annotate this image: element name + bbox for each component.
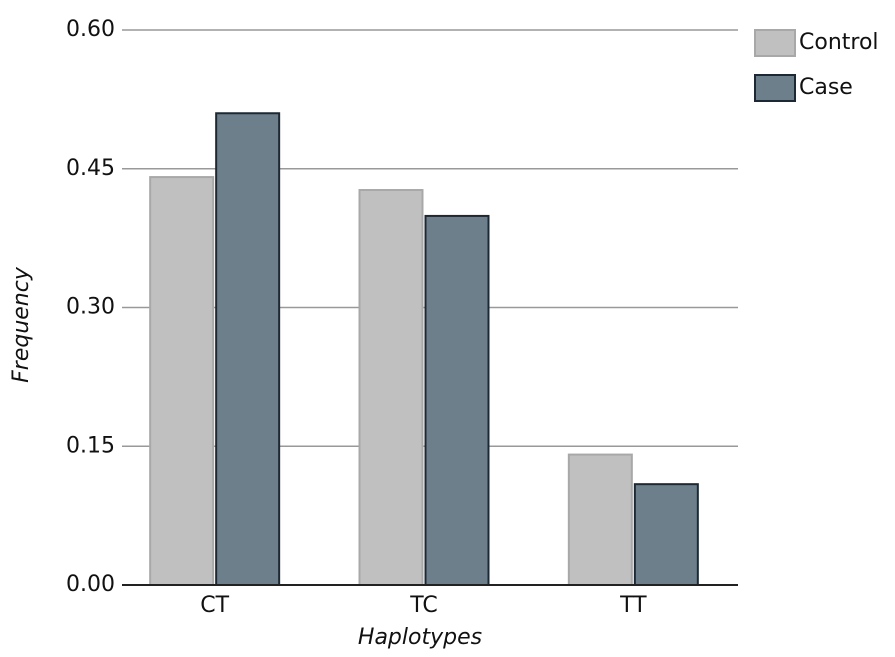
y-axis-title: Frequency (9, 266, 34, 383)
legend-swatch (754, 74, 796, 102)
y-tick-label: 0.60 (66, 17, 115, 42)
y-tick-label: 0.00 (66, 572, 115, 597)
legend-label: Control (799, 30, 879, 55)
y-tick-label: 0.15 (66, 433, 115, 458)
y-tick-label: 0.45 (66, 156, 115, 181)
bar (149, 176, 215, 586)
x-axis-title: Haplotypes (358, 625, 482, 650)
bar (424, 214, 490, 587)
bar (633, 483, 699, 586)
bar (567, 453, 633, 587)
y-tick-label: 0.30 (66, 295, 115, 320)
legend-swatch (754, 29, 796, 57)
bar (215, 112, 281, 586)
x-tick-label: CT (200, 593, 229, 618)
legend-label: Case (799, 75, 853, 100)
bar (358, 189, 424, 586)
x-tick-label: TC (409, 593, 438, 618)
x-tick-label: TT (619, 593, 647, 618)
